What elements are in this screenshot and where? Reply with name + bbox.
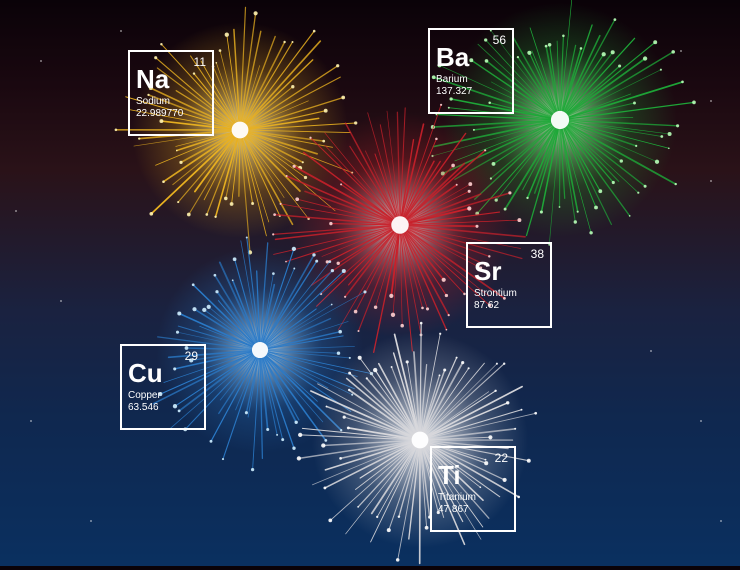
- atomic-mass: 87.62: [474, 300, 544, 311]
- element-symbol: Na: [136, 66, 206, 92]
- atomic-mass: 63.546: [128, 402, 198, 413]
- atomic-number: 11: [194, 55, 206, 69]
- element-tile-sr: 38Sr Strontium87.62: [466, 242, 552, 328]
- star: [120, 30, 122, 32]
- element-symbol: Cu: [128, 360, 198, 386]
- star: [60, 300, 62, 302]
- element-name: Barium: [436, 74, 506, 85]
- star: [650, 350, 652, 352]
- atomic-number: 29: [185, 349, 198, 363]
- star: [710, 100, 712, 102]
- atomic-mass: 137.327: [436, 86, 506, 97]
- element-tile-cu: 29Cu Copper63.546: [120, 344, 206, 430]
- star: [710, 180, 712, 182]
- element-name: Strontium: [474, 288, 544, 299]
- star: [680, 50, 682, 52]
- star: [40, 60, 42, 62]
- element-tile-na: 11Na Sodium22.989770: [128, 50, 214, 136]
- star: [720, 520, 722, 522]
- element-symbol: Sr: [474, 258, 544, 284]
- star: [700, 420, 702, 422]
- element-name: Copper: [128, 390, 198, 401]
- atomic-number: 22: [495, 451, 508, 465]
- atomic-mass: 47.867: [438, 504, 508, 515]
- star-field: [0, 0, 740, 566]
- element-tile-ba: 56Ba Barium137.327: [428, 28, 514, 114]
- atomic-number: 38: [531, 247, 544, 261]
- element-symbol: Ba: [436, 44, 506, 70]
- star: [30, 420, 32, 422]
- atomic-number: 56: [493, 33, 506, 47]
- star: [15, 210, 17, 212]
- element-name: Sodium: [136, 96, 206, 107]
- element-tile-ti: 22Ti Titanium47.867: [430, 446, 516, 532]
- star: [90, 520, 92, 522]
- element-symbol: Ti: [438, 462, 508, 488]
- atomic-mass: 22.989770: [136, 108, 206, 119]
- element-name: Titanium: [438, 492, 508, 503]
